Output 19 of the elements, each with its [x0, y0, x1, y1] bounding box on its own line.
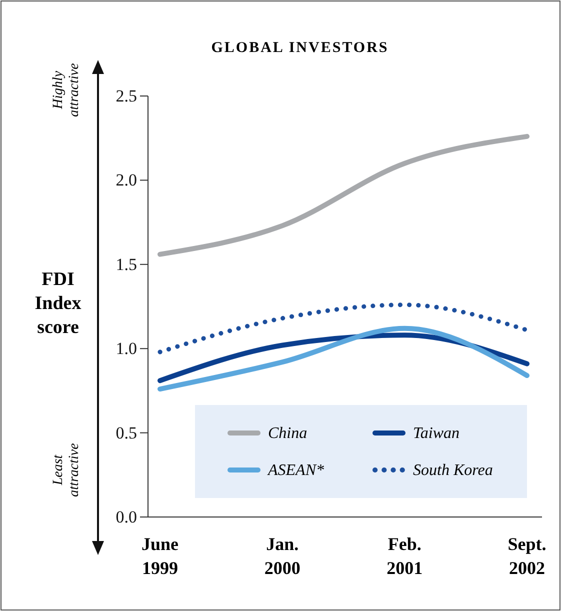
y-tick-label: 0.5	[116, 423, 137, 442]
legend-label: ASEAN*	[267, 462, 324, 479]
y-tick-label: 2.5	[116, 86, 137, 106]
x-tick-label: Jan. 2000	[264, 534, 300, 578]
chart-title: GLOBAL INVESTORS	[211, 40, 389, 56]
y-tick-label: 2.0	[116, 170, 137, 190]
legend-label: Taiwan	[413, 425, 460, 442]
text: Highly attractive	[51, 63, 82, 117]
x-tick-label: Sept. 2002	[508, 534, 546, 578]
y-tick-label: 0.0	[116, 507, 137, 526]
x-tick-label: Feb. 2001	[386, 534, 423, 578]
y-axis-title: FDI Index score	[34, 269, 82, 338]
text: Least attractive	[51, 443, 82, 497]
legend-label: China	[268, 425, 308, 442]
line-series	[158, 302, 530, 354]
legend-label: South Korea	[413, 462, 493, 479]
y-tick-label: 1.5	[116, 254, 137, 274]
y-tick-label: 1.0	[116, 339, 137, 358]
x-tick-label: June 1999	[141, 534, 179, 578]
